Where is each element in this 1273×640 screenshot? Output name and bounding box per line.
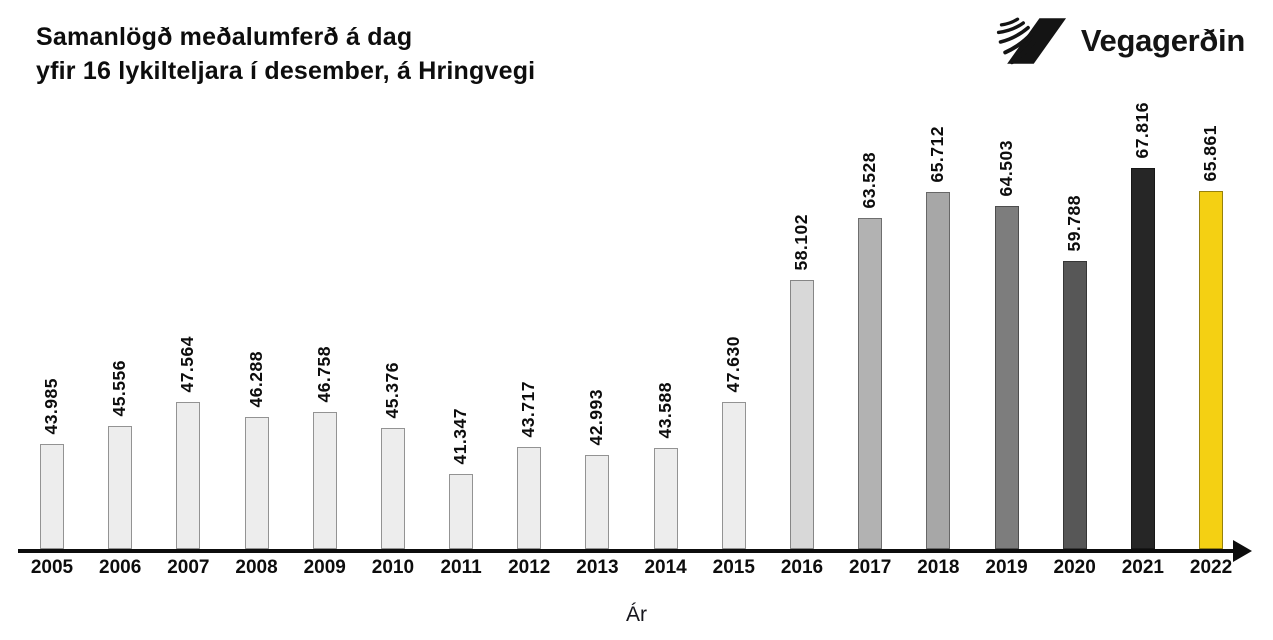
x-tick-label: 2013 bbox=[576, 557, 619, 578]
bar-2021 bbox=[1130, 168, 1155, 549]
bar-2016 bbox=[789, 280, 814, 549]
bar-2018 bbox=[926, 192, 951, 549]
x-axis-line bbox=[18, 549, 1234, 553]
x-tick-label: 2020 bbox=[1053, 557, 1096, 578]
x-tick-label: 2012 bbox=[508, 557, 551, 578]
bar-value-label: 59.788 bbox=[1063, 195, 1084, 252]
bar-2011 bbox=[449, 474, 474, 549]
vegagerdin-logo: Vegagerðin bbox=[991, 16, 1245, 66]
chart-title-line1: Samanlögð meðalumferð á dag bbox=[36, 23, 413, 51]
x-tick-label: 2022 bbox=[1189, 557, 1233, 578]
x-tick-label: 2015 bbox=[712, 557, 755, 578]
x-tick-label: 2019 bbox=[985, 557, 1028, 578]
x-tick-label: 2006 bbox=[99, 557, 142, 578]
x-axis-arrow-icon bbox=[1233, 540, 1252, 562]
x-tick-label: 2016 bbox=[780, 557, 824, 578]
bar-value-label: 58.102 bbox=[790, 214, 811, 271]
x-tick-label: 2011 bbox=[440, 557, 482, 578]
bar-2007 bbox=[176, 402, 201, 549]
bar-value-label: 67.816 bbox=[1131, 102, 1152, 159]
bar-2022 bbox=[1199, 191, 1224, 549]
bar-2010 bbox=[380, 428, 405, 549]
bar-2020 bbox=[1062, 261, 1087, 549]
bar-value-label: 45.556 bbox=[109, 360, 130, 417]
bar-value-label: 45.376 bbox=[381, 362, 402, 419]
bar-value-label: 41.347 bbox=[450, 408, 471, 465]
bar-2013 bbox=[585, 455, 610, 549]
bar-value-label: 64.503 bbox=[995, 140, 1016, 197]
bar-2019 bbox=[994, 206, 1019, 549]
x-tick-label: 2014 bbox=[644, 557, 687, 578]
bar-value-label: 65.861 bbox=[1200, 125, 1221, 182]
bar-2006 bbox=[108, 426, 133, 549]
bar-value-label: 43.985 bbox=[41, 378, 61, 435]
bar-value-label: 47.564 bbox=[177, 336, 198, 393]
x-tick-label: 2017 bbox=[849, 557, 892, 578]
x-tick-label: 2021 bbox=[1121, 557, 1165, 578]
x-tick-label: 2009 bbox=[303, 557, 346, 578]
bar-value-label: 65.712 bbox=[927, 126, 948, 183]
bar-2005 bbox=[40, 444, 64, 549]
x-axis-title: Ár bbox=[626, 603, 647, 626]
bar-2009 bbox=[312, 412, 337, 549]
vegagerdin-logo-icon bbox=[996, 17, 1066, 65]
x-tick-label: 2005 bbox=[30, 557, 74, 578]
bar-value-label: 42.993 bbox=[586, 389, 607, 446]
bar-2017 bbox=[858, 218, 883, 549]
x-tick-label: 2018 bbox=[917, 557, 960, 578]
bar-2014 bbox=[653, 448, 678, 549]
x-tick-label: 2008 bbox=[235, 557, 278, 578]
bar-value-label: 47.630 bbox=[722, 336, 743, 393]
bar-value-label: 46.758 bbox=[313, 346, 334, 403]
bar-value-label: 46.288 bbox=[245, 351, 266, 408]
chart-title: Samanlögð meðalumferð á dag yfir 16 lyki… bbox=[36, 20, 535, 88]
bar-2008 bbox=[244, 417, 269, 549]
bar-value-label: 63.528 bbox=[859, 152, 880, 209]
x-tick-label: 2007 bbox=[167, 557, 210, 578]
vegagerdin-logo-text: Vegagerðin bbox=[1080, 23, 1245, 58]
bar-value-label: 43.717 bbox=[518, 381, 539, 438]
chart-title-line2: yfir 16 lykilteljara í desember, á Hring… bbox=[36, 57, 536, 85]
bar-2015 bbox=[721, 402, 746, 549]
bar-value-label: 43.588 bbox=[654, 382, 675, 439]
x-tick-label: 2010 bbox=[371, 557, 415, 578]
bar-2012 bbox=[517, 447, 542, 549]
